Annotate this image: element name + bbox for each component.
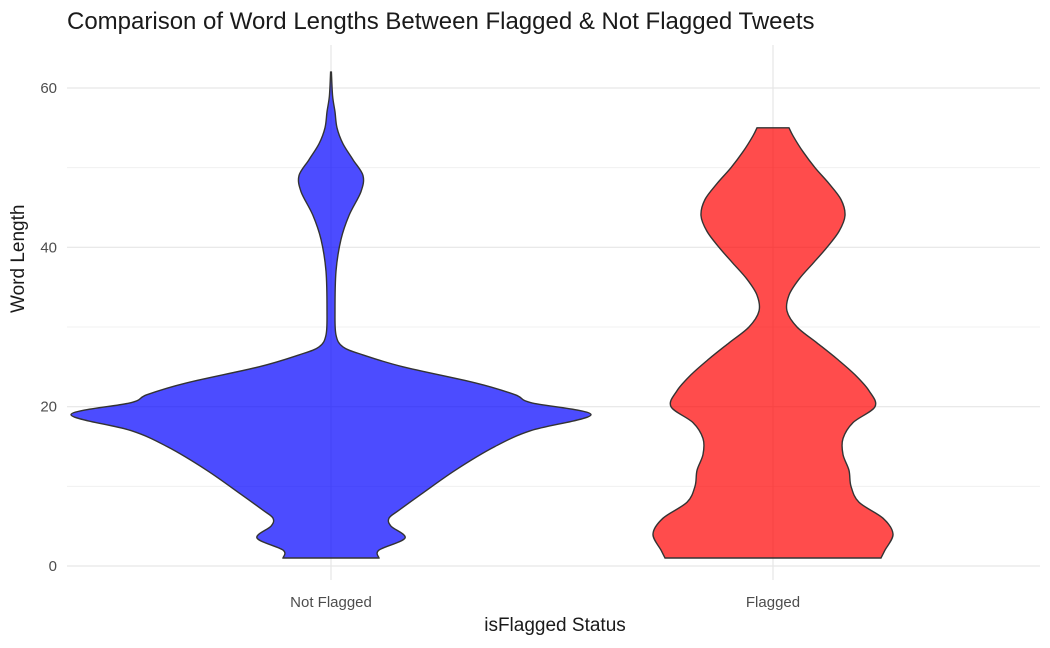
y-tick-label: 20 <box>40 399 57 416</box>
y-axis-label: Word Length <box>8 204 29 313</box>
chart-title: Comparison of Word Lengths Between Flagg… <box>67 8 815 35</box>
violin-flagged <box>652 127 894 559</box>
x-axis-label: isFlagged Status <box>484 615 626 636</box>
violin-not-flagged <box>70 71 592 559</box>
y-tick-label: 60 <box>40 80 57 97</box>
y-tick-labels: 0 20 40 60 <box>40 80 57 575</box>
y-tick-label: 40 <box>40 239 57 256</box>
violins <box>70 71 894 559</box>
x-tick-labels: Not Flagged Flagged <box>290 594 800 611</box>
x-tick-label: Not Flagged <box>290 594 372 611</box>
y-tick-label: 0 <box>49 558 57 575</box>
x-tick-label: Flagged <box>746 594 800 611</box>
major-gridlines <box>67 45 1040 580</box>
